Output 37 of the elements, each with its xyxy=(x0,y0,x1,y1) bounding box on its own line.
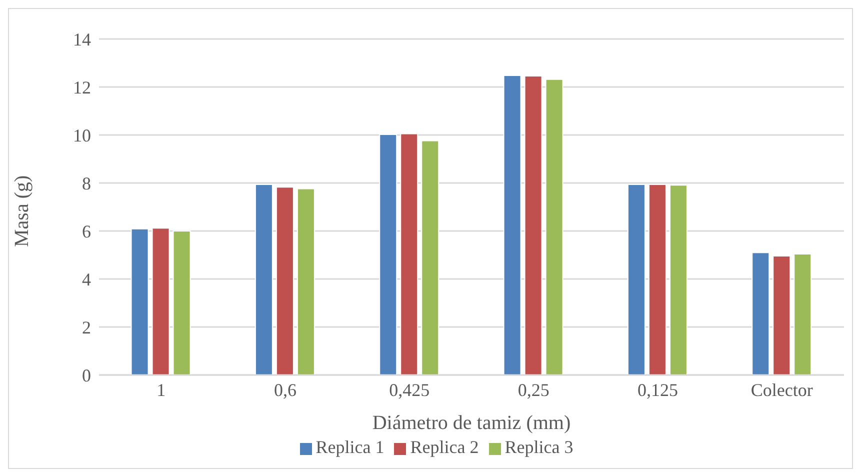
bar xyxy=(379,134,398,375)
x-tick-label: 0,6 xyxy=(274,380,296,400)
x-tick-label: 1 xyxy=(156,380,166,400)
bar xyxy=(752,252,770,375)
bar xyxy=(152,228,170,375)
bar xyxy=(648,184,666,375)
x-tick-label: 0,425 xyxy=(389,380,430,400)
x-tick-label: 0,25 xyxy=(518,380,550,400)
bar xyxy=(669,184,688,375)
bar xyxy=(172,230,191,375)
y-axis-title: Masa (g) xyxy=(11,175,34,247)
bar xyxy=(130,228,149,375)
bar xyxy=(794,254,812,375)
y-tick-label: 2 xyxy=(82,317,91,338)
y-tick-label: 0 xyxy=(82,365,91,386)
y-tick-label: 4 xyxy=(82,269,91,290)
legend-label: Replica 2 xyxy=(410,437,479,457)
bar xyxy=(772,255,791,375)
bar xyxy=(524,75,542,375)
x-axis-title: Diámetro de tamiz (mm) xyxy=(372,412,571,434)
legend-label: Replica 3 xyxy=(504,437,574,457)
x-tick-label: Colector xyxy=(750,380,813,400)
bar xyxy=(627,184,646,375)
bar xyxy=(503,74,522,375)
bar xyxy=(545,78,564,375)
y-tick-label: 12 xyxy=(73,77,91,98)
y-tick-label: 8 xyxy=(82,173,91,194)
bar xyxy=(276,186,294,375)
bar xyxy=(296,188,315,375)
bar xyxy=(254,184,273,375)
legend-label: Replica 1 xyxy=(316,437,384,457)
y-tick-label: 10 xyxy=(73,125,91,146)
bar xyxy=(400,133,418,375)
y-tick-label: 14 xyxy=(73,29,91,50)
y-tick-label: 6 xyxy=(82,221,91,242)
x-tick-label: 0,125 xyxy=(638,380,678,400)
bar xyxy=(421,140,440,375)
